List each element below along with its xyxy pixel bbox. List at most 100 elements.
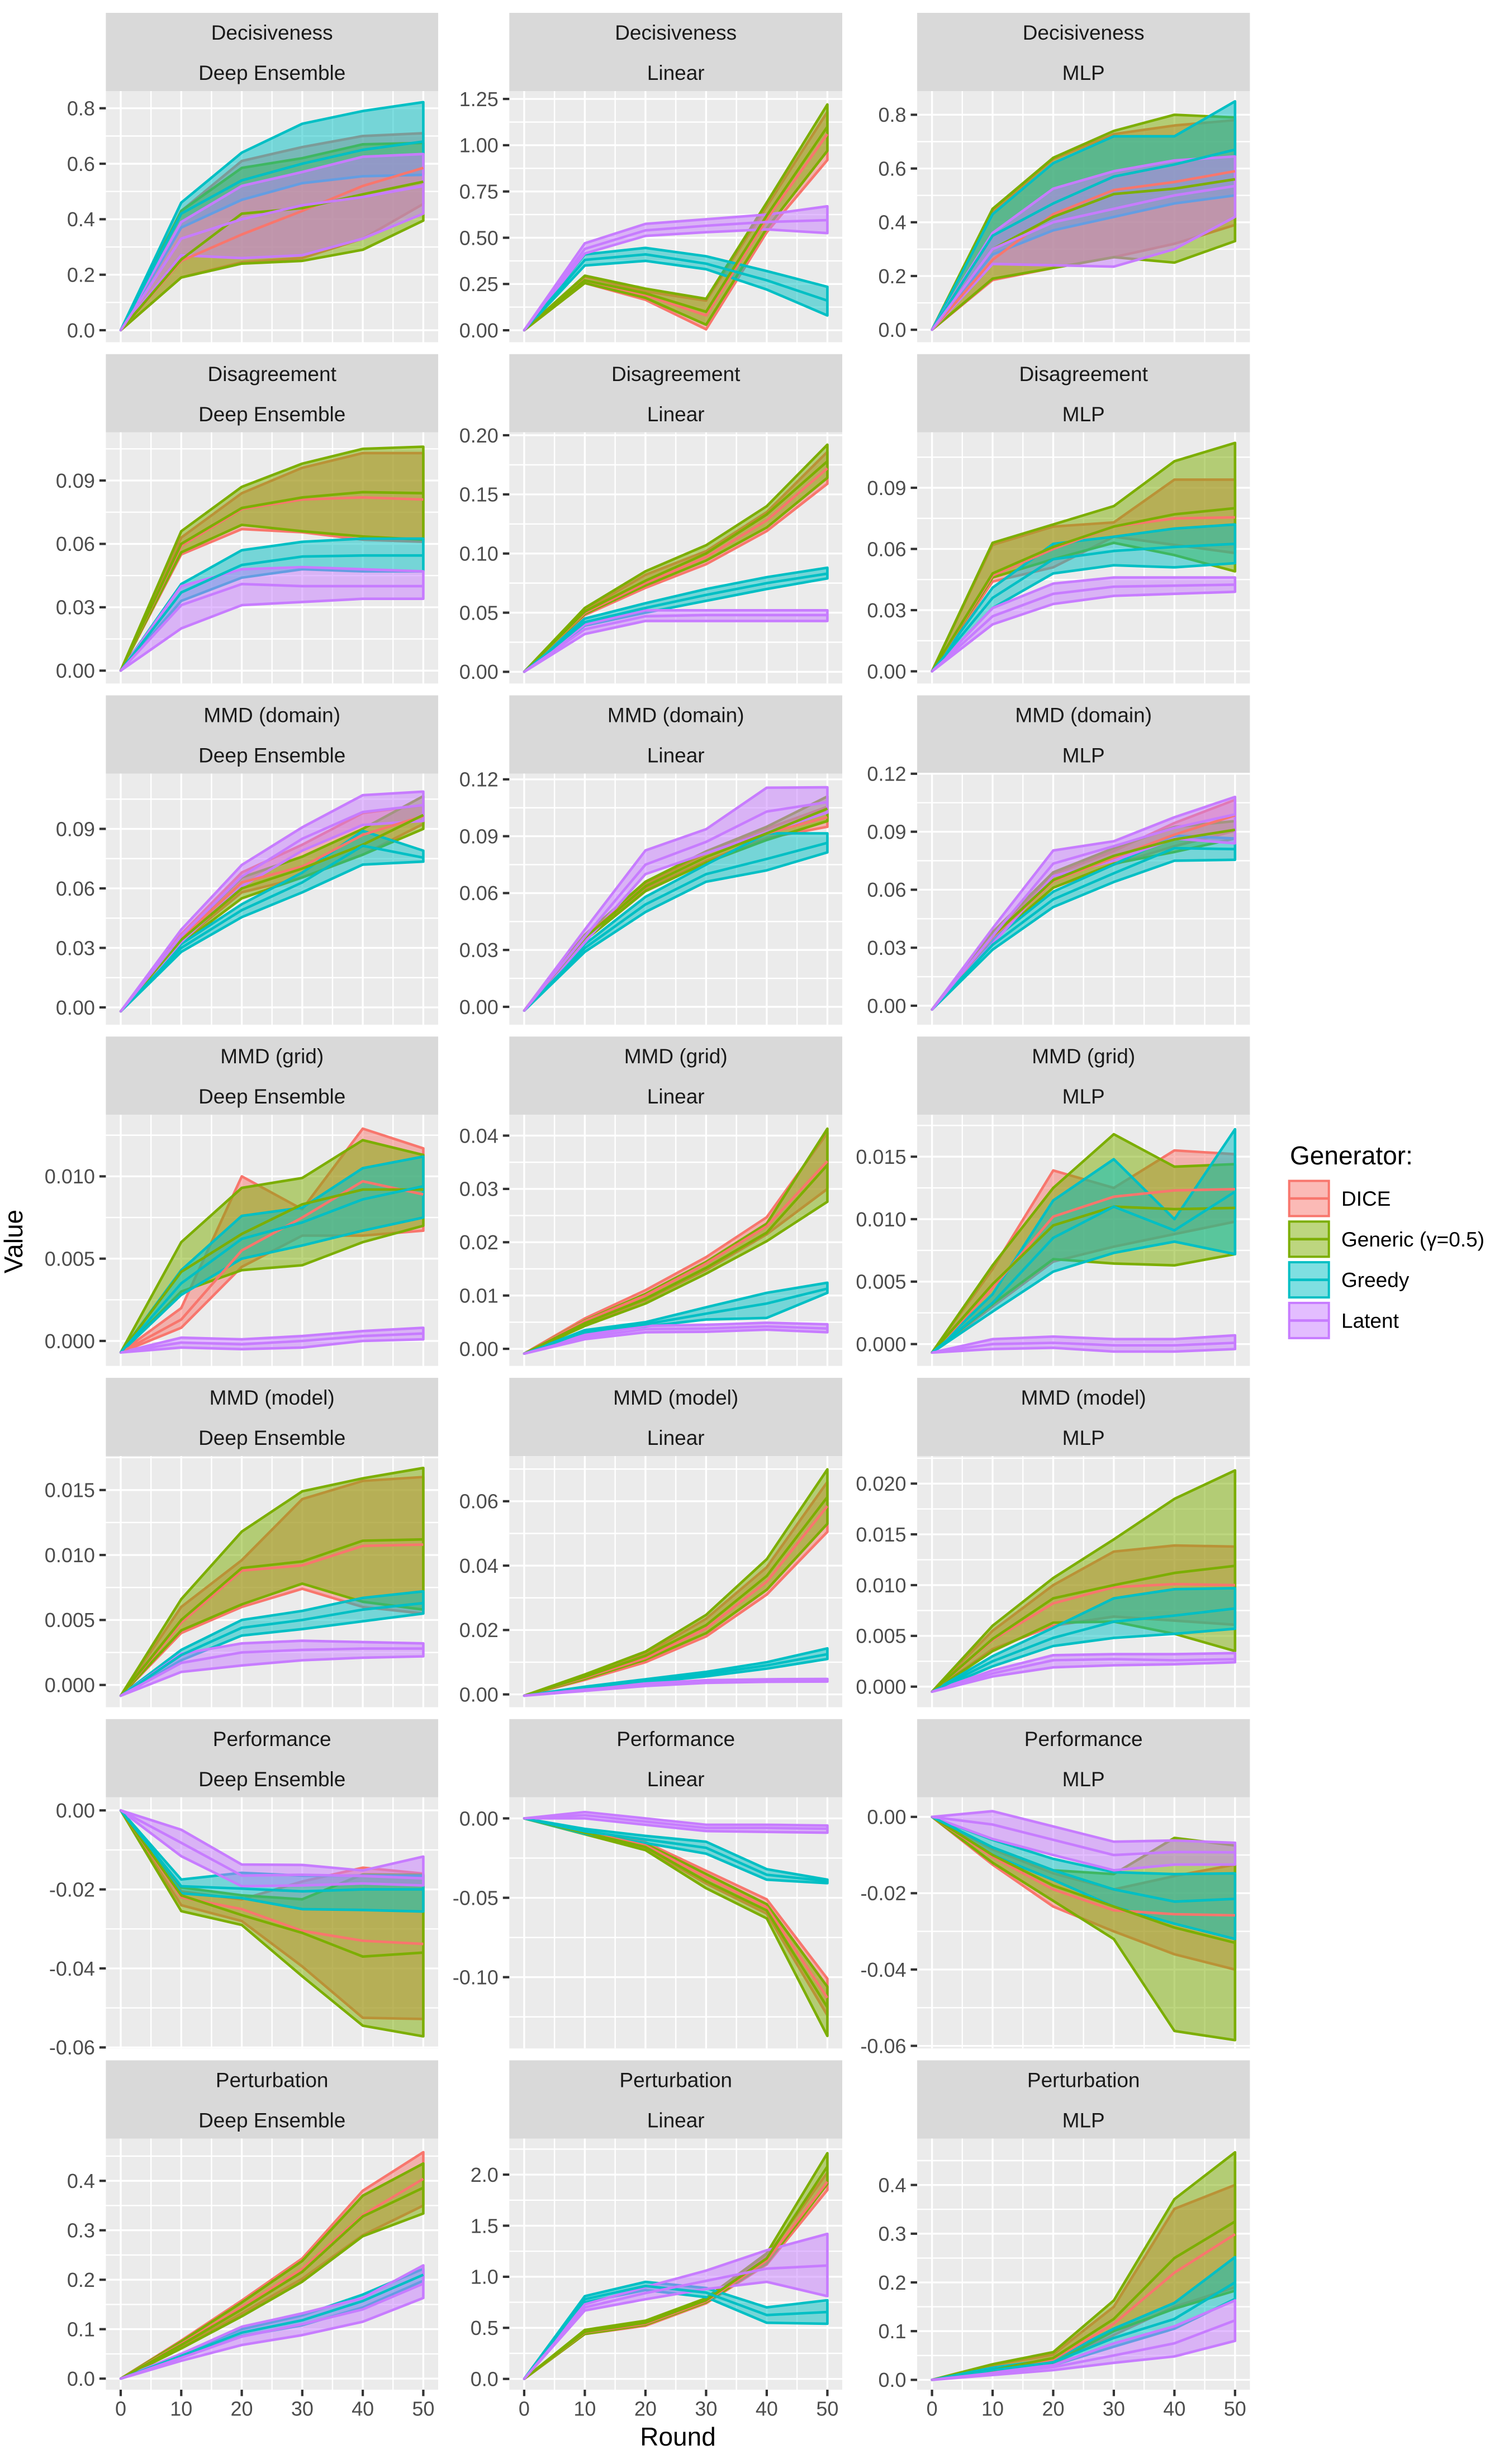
svg-text:0.4: 0.4 bbox=[67, 208, 95, 231]
svg-text:0.10: 0.10 bbox=[459, 543, 499, 565]
svg-text:0.03: 0.03 bbox=[459, 939, 499, 962]
svg-text:0.00: 0.00 bbox=[459, 1807, 499, 1830]
svg-text:Perturbation: Perturbation bbox=[1027, 2069, 1140, 2092]
svg-text:0.00: 0.00 bbox=[867, 995, 906, 1017]
svg-text:0: 0 bbox=[115, 2398, 126, 2420]
svg-text:0.06: 0.06 bbox=[459, 1490, 499, 1513]
svg-text:0.00: 0.00 bbox=[867, 1806, 906, 1829]
svg-text:10: 10 bbox=[170, 2398, 192, 2420]
svg-text:Greedy: Greedy bbox=[1341, 1269, 1410, 1292]
svg-text:Value: Value bbox=[0, 1210, 28, 1273]
svg-text:Linear: Linear bbox=[647, 1426, 705, 1449]
svg-text:20: 20 bbox=[1042, 2398, 1064, 2420]
svg-text:0.06: 0.06 bbox=[56, 532, 95, 555]
svg-text:Disagreement: Disagreement bbox=[208, 363, 337, 386]
svg-text:50: 50 bbox=[412, 2398, 434, 2420]
svg-text:2.0: 2.0 bbox=[471, 2163, 499, 2186]
svg-text:0.005: 0.005 bbox=[856, 1271, 906, 1293]
svg-text:-0.02: -0.02 bbox=[49, 1878, 95, 1901]
svg-text:MLP: MLP bbox=[1062, 61, 1105, 84]
svg-text:0.06: 0.06 bbox=[459, 882, 499, 905]
svg-text:MMD (model): MMD (model) bbox=[210, 1386, 335, 1409]
svg-text:0.8: 0.8 bbox=[67, 97, 95, 120]
svg-text:Deep Ensemble: Deep Ensemble bbox=[198, 2109, 345, 2132]
svg-text:20: 20 bbox=[231, 2398, 253, 2420]
svg-text:1.5: 1.5 bbox=[471, 2214, 499, 2237]
svg-text:0.0: 0.0 bbox=[878, 2368, 906, 2391]
svg-text:Disagreement: Disagreement bbox=[1019, 363, 1149, 386]
svg-text:0.04: 0.04 bbox=[459, 1554, 499, 1577]
svg-text:Deep Ensemble: Deep Ensemble bbox=[198, 744, 345, 767]
svg-text:0.1: 0.1 bbox=[67, 2318, 95, 2341]
svg-text:0.5: 0.5 bbox=[471, 2316, 499, 2339]
svg-text:40: 40 bbox=[352, 2398, 374, 2420]
svg-text:0.15: 0.15 bbox=[459, 483, 499, 506]
svg-text:20: 20 bbox=[634, 2398, 657, 2420]
svg-text:MLP: MLP bbox=[1062, 403, 1105, 426]
svg-text:Deep Ensemble: Deep Ensemble bbox=[198, 1426, 345, 1449]
svg-text:0.02: 0.02 bbox=[459, 1231, 499, 1254]
svg-text:-0.06: -0.06 bbox=[860, 2034, 906, 2057]
svg-text:0.03: 0.03 bbox=[867, 936, 906, 959]
svg-text:0.00: 0.00 bbox=[56, 996, 95, 1019]
svg-text:0.3: 0.3 bbox=[878, 2223, 906, 2246]
svg-text:30: 30 bbox=[291, 2398, 314, 2420]
svg-text:0.50: 0.50 bbox=[459, 226, 499, 249]
svg-text:0.09: 0.09 bbox=[56, 469, 95, 492]
svg-text:MLP: MLP bbox=[1062, 1085, 1105, 1108]
svg-text:Perturbation: Perturbation bbox=[619, 2069, 732, 2092]
svg-text:0.2: 0.2 bbox=[878, 2271, 906, 2294]
svg-text:0.09: 0.09 bbox=[867, 820, 906, 843]
svg-text:0.010: 0.010 bbox=[45, 1165, 95, 1188]
svg-text:0.4: 0.4 bbox=[878, 2173, 906, 2196]
svg-text:1.00: 1.00 bbox=[459, 134, 499, 157]
svg-text:0.12: 0.12 bbox=[867, 763, 906, 786]
svg-text:0.02: 0.02 bbox=[459, 1619, 499, 1642]
svg-text:0.00: 0.00 bbox=[56, 659, 95, 682]
svg-text:10: 10 bbox=[981, 2398, 1004, 2420]
svg-text:-0.10: -0.10 bbox=[453, 1966, 499, 1989]
svg-text:MMD (grid): MMD (grid) bbox=[1032, 1045, 1135, 1068]
svg-text:-0.05: -0.05 bbox=[453, 1886, 499, 1909]
svg-text:0.2: 0.2 bbox=[878, 265, 906, 288]
svg-text:Linear: Linear bbox=[647, 1768, 705, 1791]
svg-text:0.20: 0.20 bbox=[459, 424, 499, 447]
svg-text:MLP: MLP bbox=[1062, 1768, 1105, 1791]
svg-text:0.2: 0.2 bbox=[67, 2268, 95, 2291]
svg-text:0.005: 0.005 bbox=[45, 1609, 95, 1631]
svg-text:-0.04: -0.04 bbox=[860, 1958, 906, 1981]
svg-text:0.000: 0.000 bbox=[856, 1676, 906, 1699]
svg-text:Round: Round bbox=[640, 2422, 716, 2451]
svg-text:Performance: Performance bbox=[213, 1728, 331, 1751]
svg-text:-0.04: -0.04 bbox=[49, 1957, 95, 1980]
svg-text:0.01: 0.01 bbox=[459, 1285, 499, 1307]
svg-text:Decisiveness: Decisiveness bbox=[615, 21, 737, 44]
svg-text:Deep Ensemble: Deep Ensemble bbox=[198, 61, 345, 84]
svg-text:Linear: Linear bbox=[647, 1085, 705, 1108]
svg-text:Disagreement: Disagreement bbox=[611, 363, 741, 386]
svg-text:MLP: MLP bbox=[1062, 744, 1105, 767]
svg-text:0.05: 0.05 bbox=[459, 601, 499, 624]
svg-text:30: 30 bbox=[695, 2398, 717, 2420]
svg-text:0.000: 0.000 bbox=[45, 1674, 95, 1697]
svg-text:0.04: 0.04 bbox=[459, 1124, 499, 1147]
svg-text:0.0: 0.0 bbox=[67, 319, 95, 342]
svg-text:0.03: 0.03 bbox=[867, 599, 906, 622]
svg-text:MMD (model): MMD (model) bbox=[613, 1386, 738, 1409]
svg-text:0: 0 bbox=[519, 2398, 530, 2420]
svg-text:0.03: 0.03 bbox=[56, 936, 95, 959]
svg-text:0.06: 0.06 bbox=[56, 877, 95, 900]
svg-text:0.4: 0.4 bbox=[878, 211, 906, 234]
svg-text:0: 0 bbox=[927, 2398, 938, 2420]
svg-text:MMD (model): MMD (model) bbox=[1021, 1386, 1146, 1409]
svg-text:0.06: 0.06 bbox=[867, 878, 906, 901]
svg-text:0.00: 0.00 bbox=[459, 1338, 499, 1361]
svg-text:0.0: 0.0 bbox=[878, 318, 906, 341]
svg-text:0.4: 0.4 bbox=[67, 2170, 95, 2192]
svg-text:Deep Ensemble: Deep Ensemble bbox=[198, 1768, 345, 1791]
svg-text:MLP: MLP bbox=[1062, 1426, 1105, 1449]
svg-text:0.000: 0.000 bbox=[856, 1333, 906, 1355]
svg-text:0.25: 0.25 bbox=[459, 273, 499, 296]
svg-text:0.015: 0.015 bbox=[45, 1479, 95, 1502]
svg-text:0.00: 0.00 bbox=[459, 319, 499, 342]
